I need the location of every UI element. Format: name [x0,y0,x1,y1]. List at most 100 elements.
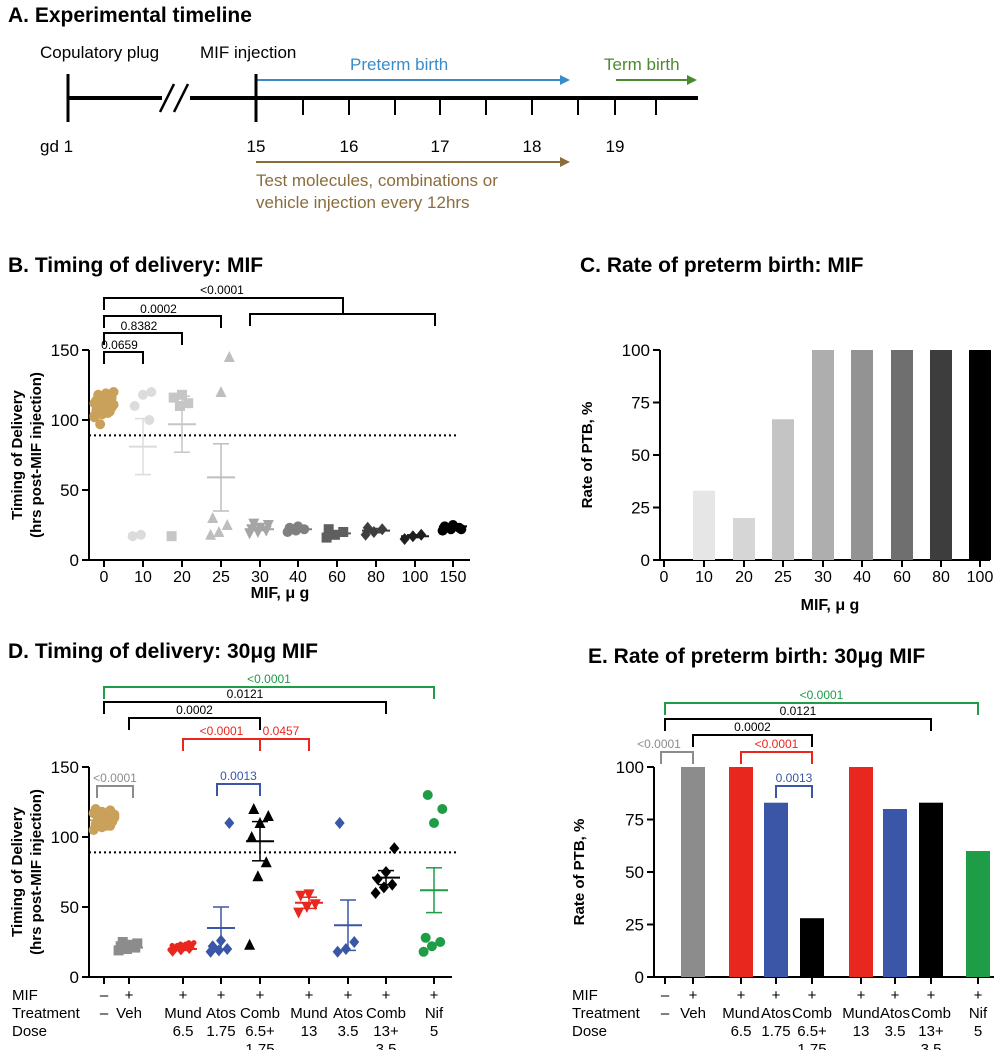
row-mif-value: + [430,987,439,1004]
y-axis-label: (hrs post-MIF injection) [28,789,45,955]
comparison-label: 0.0013 [220,769,257,783]
comparison-bracket [664,702,979,715]
bar [681,767,705,977]
term-arrow-head [687,75,697,85]
row-mif-value: + [217,987,226,1004]
comparison-bracket [96,785,134,798]
row-dose-value: 6.5+ [797,1023,827,1040]
chart-c: 0 25 50 75 100 Rate of PTB, % 0 10 20 25 30 40 60 80 1… [579,341,993,614]
row-treatment-value: Veh [116,1005,142,1022]
y-axis-label: Rate of PTB, % [571,819,588,926]
data-point [323,524,334,535]
row-dose-value: 6.5 [173,1023,194,1040]
row-treatment-value: – [661,1005,670,1022]
data-point [213,526,225,537]
y-axis-label: Timing of Delivery [9,806,26,936]
data-point [174,401,185,411]
data-point [262,520,274,531]
data-point [90,804,101,814]
row-dose-value: 3.5 [338,1023,359,1040]
comparison-bracket [103,315,222,328]
row-dose-value: 6.5 [731,1023,752,1040]
y-tick-label: 100 [51,411,79,430]
row-label-dose: Dose [572,1023,607,1040]
y-tick-label: 0 [641,551,650,570]
row-mif-value: + [689,987,698,1004]
data-point [372,873,383,885]
comparison-bracket [103,332,183,345]
comparison-bracket [128,717,261,730]
comparison-bracket [103,351,144,364]
comparison-bracket [216,783,261,796]
row-dose-value: 13 [853,1023,870,1040]
day-label: 18 [523,137,542,156]
comparison-bracket [103,701,387,714]
y-tick-label: 75 [631,394,650,413]
data-point [168,392,179,403]
row-label-mif: MIF [572,987,598,1004]
bar [969,350,991,560]
row-mif-value: + [808,987,817,1004]
x-tick-label: 25 [774,569,792,586]
data-point [221,519,233,530]
bar [764,802,788,977]
row-dose-value: 6.5+ [245,1023,275,1040]
chart-d: 0 50 100 150 Timing of Delivery (hrs post-MIF… [9,672,456,1050]
comparison-bracket [692,734,813,747]
data-point [93,389,104,400]
data-point [169,942,180,953]
row-treatment-value: Mund [722,1005,760,1022]
x-tick-label: 20 [735,569,753,586]
day-label: 19 [606,137,625,156]
data-point [262,810,274,821]
row-treatment-value: – [100,1005,109,1022]
label-copulatory-plug: Copulatory plug [40,43,159,62]
data-point [104,394,115,404]
comparison-label: 0.0002 [176,703,213,717]
row-mif-value: + [772,987,781,1004]
timeline-ticks [302,98,657,115]
y-axis-label: Rate of PTB, % [579,402,596,509]
x-tick-label: 40 [289,569,307,586]
data-point [426,941,437,952]
x-axis-label: MIF, μ g [801,597,860,614]
preterm-arrow-head [560,75,570,85]
comparison-bracket [253,738,310,751]
comparison-label: <0.0001 [93,771,137,785]
bar [930,350,952,560]
label-preterm-birth: Preterm birth [350,55,448,74]
bar [729,767,753,977]
y-axis-label: Timing of Delivery [9,389,26,519]
data-point [138,389,148,400]
row-treatment-value: Mund [290,1005,328,1022]
row-mif-value: + [857,987,866,1004]
comparison-bracket [103,686,435,699]
data-point [144,415,155,425]
comparison-label: 0.0121 [227,687,264,701]
row-mif-value: + [382,987,391,1004]
row-treatment-value: Comb [911,1005,951,1022]
comparison-label: <0.0001 [200,724,244,738]
data-point [321,532,332,543]
y-tick-label: 75 [625,811,644,830]
chart-e: 0 25 50 75 100 Rate of PTB, % <0.0001 0.0013 <0.… [571,688,994,1050]
y-tick-label: 50 [60,898,79,917]
row-label-treatment: Treatment [572,1005,641,1022]
row-treatment-value: Atos [206,1005,236,1022]
x-tick-label: 150 [440,569,467,586]
row-dose-value: 3.5 [376,1041,397,1050]
x-tick-label: 30 [251,569,269,586]
axis-break-2 [172,83,190,113]
row-treatment-value: Nif [969,1005,988,1022]
data-point [124,939,134,950]
row-dose-value: 5 [430,1023,438,1040]
panel-a-title: A. Experimental timeline [8,4,252,27]
bar [812,350,834,560]
y-tick-label: 0 [70,551,79,570]
comparison-label: 0.0013 [776,771,813,785]
row-treatment-value: Veh [680,1005,706,1022]
bar [883,809,907,977]
comparison-bracket [740,751,813,764]
data-point [370,887,381,899]
